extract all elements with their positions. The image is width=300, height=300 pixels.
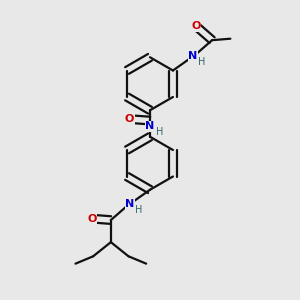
Text: N: N [146, 122, 154, 131]
Text: O: O [191, 21, 201, 31]
Text: O: O [87, 214, 96, 224]
Text: N: N [188, 51, 198, 62]
Text: H: H [156, 127, 163, 137]
Text: H: H [197, 57, 205, 67]
Text: H: H [134, 205, 142, 215]
Text: N: N [125, 199, 135, 209]
Text: O: O [125, 114, 134, 124]
